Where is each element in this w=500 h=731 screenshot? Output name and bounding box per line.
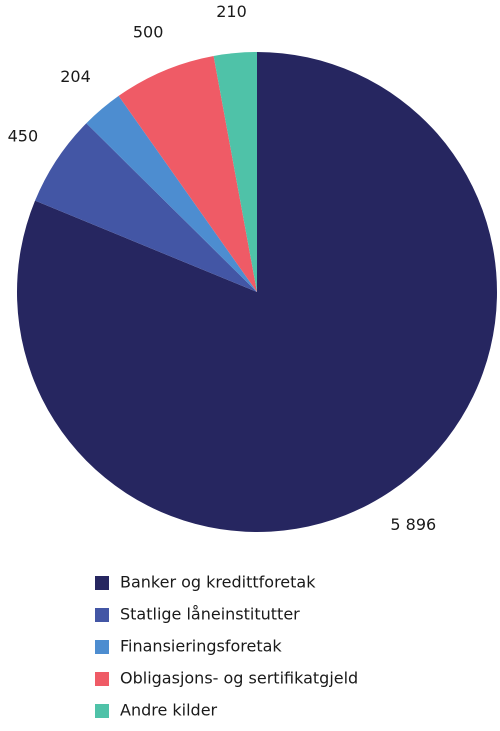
data-label: 500	[133, 23, 164, 42]
pie-slice	[17, 52, 498, 532]
legend-swatch	[95, 640, 109, 654]
pie-slice	[86, 95, 257, 293]
legend-label: Finansieringsforetak	[120, 637, 282, 656]
data-label: 210	[216, 2, 247, 21]
pie-slice	[213, 52, 257, 292]
data-label: 450	[8, 126, 39, 145]
data-label: 204	[60, 67, 91, 86]
data-label: 5 896	[390, 515, 436, 534]
legend-swatch	[95, 576, 109, 590]
legend-swatch	[95, 672, 109, 686]
pie-slice	[118, 55, 258, 292]
legend-label: Obligasjons- og sertifikatgjeld	[120, 669, 358, 688]
pie-slice	[35, 123, 258, 292]
legend-label: Statlige låneinstitutter	[120, 605, 300, 624]
legend-swatch	[95, 704, 109, 718]
legend-label: Banker og kredittforetak	[120, 573, 316, 592]
legend-label: Andre kilder	[120, 701, 218, 720]
legend-swatch	[95, 608, 109, 622]
